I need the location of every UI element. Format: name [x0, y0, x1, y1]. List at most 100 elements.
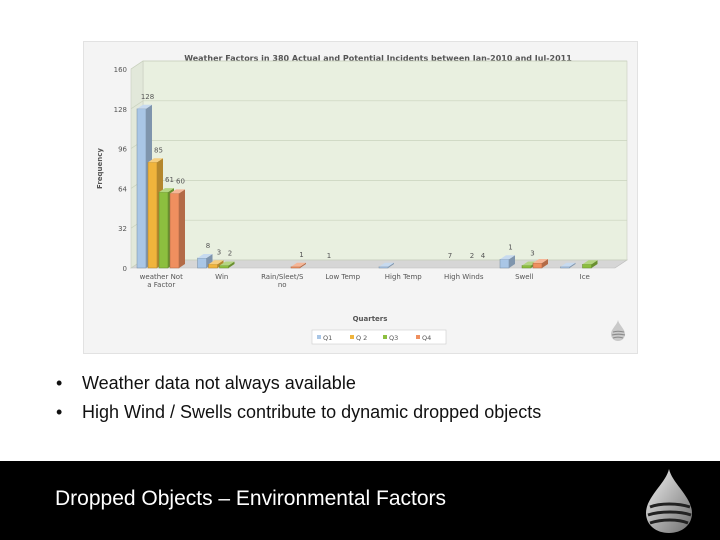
legend-box: [311, 329, 447, 345]
bullet-text: High Wind / Swells contribute to dynamic…: [82, 402, 542, 422]
watermark-stripes: [611, 330, 626, 339]
bullet-dot-icon: •: [56, 373, 63, 393]
x-tick-label: Rain/Sleet/S: [261, 273, 304, 281]
gridline: [130, 60, 627, 70]
bar-side: [591, 260, 598, 268]
bar-front: [158, 191, 169, 269]
legend-swatch: [350, 335, 354, 339]
x-axis-label: Quarters: [353, 315, 388, 323]
bullet-dot-icon: •: [56, 402, 63, 422]
bar-side: [228, 261, 235, 268]
chart-panel: Weather Factors in 380 Actual and Potent…: [83, 41, 638, 354]
bar-front: [532, 262, 543, 269]
bar-top: [197, 254, 213, 259]
chart: Weather Factors in 380 Actual and Potent…: [96, 54, 628, 345]
gridline: [130, 100, 627, 110]
bar-front: [582, 264, 592, 269]
x-tick-label: Ice: [580, 273, 590, 281]
data-label: 8: [206, 242, 210, 250]
bar-top: [170, 189, 185, 194]
x-tick-label: no: [278, 281, 287, 289]
bar-top: [533, 259, 548, 264]
bar-front: [136, 108, 147, 269]
y-tick-label: 0: [123, 265, 127, 273]
legend-label: Q1: [323, 334, 332, 342]
y-tick-label: 64: [118, 185, 127, 193]
y-tick-label: 128: [114, 106, 127, 114]
bar-front: [169, 193, 180, 269]
droplet-logo-icon: [646, 469, 692, 533]
bar-side: [542, 259, 548, 268]
data-label: 4: [481, 252, 486, 260]
bar-front: [219, 265, 229, 269]
bar-front: [208, 264, 218, 269]
bullet-list: • Weather data not always available • High…: [56, 370, 696, 428]
bar-top: [137, 104, 152, 109]
bar-side: [569, 262, 576, 268]
y-tick-label: 160: [114, 66, 127, 74]
x-tick-label: a Factor: [147, 281, 175, 289]
data-label: 60: [176, 177, 185, 185]
bar-top: [379, 262, 394, 267]
chart-title: Weather Factors in 380 Actual and Potent…: [184, 54, 572, 63]
bar-q2: [208, 260, 224, 269]
bar-q4: [290, 262, 306, 269]
bar-top: [219, 261, 235, 266]
bar-side: [388, 262, 394, 268]
slide-title: Dropped Objects – Environmental Factors: [55, 487, 447, 510]
bar-top: [159, 188, 174, 193]
bar-front: [378, 266, 389, 269]
footer-bar: Dropped Objects – Environmental Factors: [0, 461, 720, 540]
data-label: 85: [154, 146, 163, 154]
x-tick-label: Win: [215, 273, 228, 281]
bar-q3: [582, 260, 598, 269]
legend-label: Q 2: [356, 334, 367, 342]
data-label: 1: [327, 252, 331, 260]
legend-swatch: [317, 335, 321, 339]
bar-top: [208, 260, 224, 265]
bar-side: [179, 189, 185, 268]
legend-label: Q3: [389, 334, 398, 342]
bar-top: [500, 255, 515, 260]
bar-front: [147, 162, 158, 269]
bar-q4: [532, 259, 548, 269]
x-tick-label: High Winds: [444, 273, 484, 281]
data-label: 2: [228, 250, 232, 258]
data-label: 7: [448, 252, 452, 260]
bar-front: [521, 265, 532, 269]
bar-side: [300, 262, 306, 268]
y-tick-label: 32: [118, 225, 127, 233]
data-label: 1: [299, 251, 303, 259]
data-label: 3: [217, 248, 221, 256]
chart-watermark-icon: [611, 320, 626, 341]
x-tick-label: weather Not: [140, 273, 183, 281]
legend-swatch: [416, 335, 420, 339]
bar-front: [290, 266, 301, 269]
bar-q3: [219, 261, 235, 269]
watermark-drop: [611, 320, 625, 341]
bar-q1: [378, 262, 394, 269]
bar-top: [582, 260, 598, 265]
data-label: 2: [470, 252, 474, 260]
legend-label: Q4: [422, 334, 431, 342]
x-tick-label: Low Temp: [325, 273, 360, 281]
data-label: 1: [508, 243, 512, 251]
bar-top: [148, 158, 163, 163]
legend-swatch: [383, 335, 387, 339]
bar-side: [217, 260, 224, 268]
bullet-item: • High Wind / Swells contribute to dynami…: [56, 399, 696, 428]
y-axis-label: Frequency: [96, 148, 104, 189]
bullet-text: Weather data not always available: [82, 373, 356, 393]
bar-front: [560, 266, 570, 269]
bar-q1: [499, 255, 515, 269]
bar-top: [560, 262, 576, 267]
bar-top: [291, 262, 306, 267]
x-tick-label: High Temp: [385, 273, 423, 281]
bar-front: [499, 259, 510, 269]
y-tick-label: 96: [118, 146, 127, 154]
bar-q1: [560, 262, 576, 269]
x-tick-label: Swell: [515, 273, 533, 281]
data-label: 128: [141, 93, 154, 101]
data-label: 61: [165, 176, 174, 184]
